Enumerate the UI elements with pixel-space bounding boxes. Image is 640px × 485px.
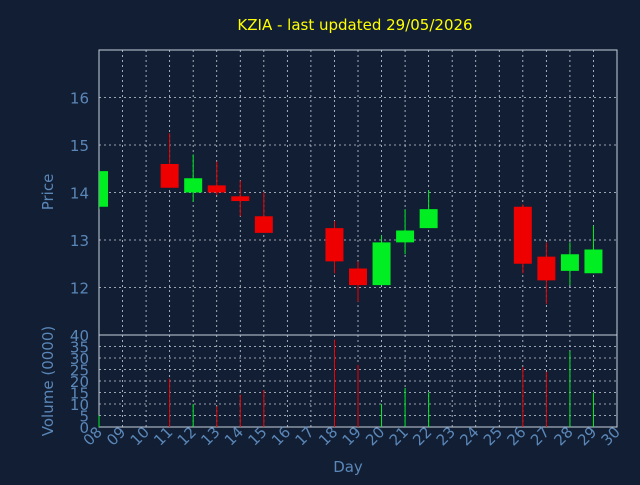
candle-body-11 bbox=[160, 164, 179, 188]
candle-body-21 bbox=[396, 230, 415, 243]
volume-tick-label: 30 bbox=[70, 350, 89, 368]
candle-body-28 bbox=[560, 254, 579, 271]
candle-body-14 bbox=[231, 196, 250, 202]
price-tick-label: 16 bbox=[70, 90, 89, 108]
volume-tick-label: 0 bbox=[79, 419, 89, 437]
volume-tick-label: 40 bbox=[70, 327, 89, 345]
volume-tick-label: 35 bbox=[70, 339, 89, 357]
candle-body-26 bbox=[513, 206, 532, 264]
volume-tick-label: 10 bbox=[70, 396, 89, 414]
price-tick-label: 14 bbox=[70, 185, 89, 203]
candle-body-29 bbox=[584, 249, 603, 274]
candles bbox=[99, 133, 603, 305]
volume-panel: 0510152025303540080910111213141516171819… bbox=[70, 327, 624, 449]
candle-body-12 bbox=[184, 178, 203, 193]
x-axis-label: Day bbox=[333, 458, 363, 476]
volume-tick-label: 25 bbox=[70, 362, 89, 380]
price-axis-label: Price bbox=[39, 174, 57, 211]
candle-body-20 bbox=[372, 242, 391, 286]
candle-body-13 bbox=[207, 185, 226, 193]
price-panel: 12 13 14 15 16 bbox=[70, 49, 618, 336]
candle-body-15 bbox=[254, 216, 273, 233]
candle-body-22 bbox=[419, 209, 438, 229]
candle-body-19 bbox=[349, 268, 367, 286]
price-tick-label: 12 bbox=[70, 280, 89, 298]
volume-axis-label: Volume (0000) bbox=[39, 326, 57, 436]
candle-body-08 bbox=[99, 171, 108, 207]
price-tick-label: 13 bbox=[70, 232, 89, 250]
price-tick-label: 15 bbox=[70, 137, 89, 155]
candle-body-27 bbox=[537, 256, 556, 281]
volume-tick-label: 5 bbox=[79, 408, 89, 426]
chart-title: KZIA - last updated 29/05/2026 bbox=[237, 16, 472, 34]
volume-tick-label: 20 bbox=[70, 373, 89, 391]
volume-tick-label: 15 bbox=[70, 385, 89, 403]
candle-body-18 bbox=[325, 228, 344, 262]
